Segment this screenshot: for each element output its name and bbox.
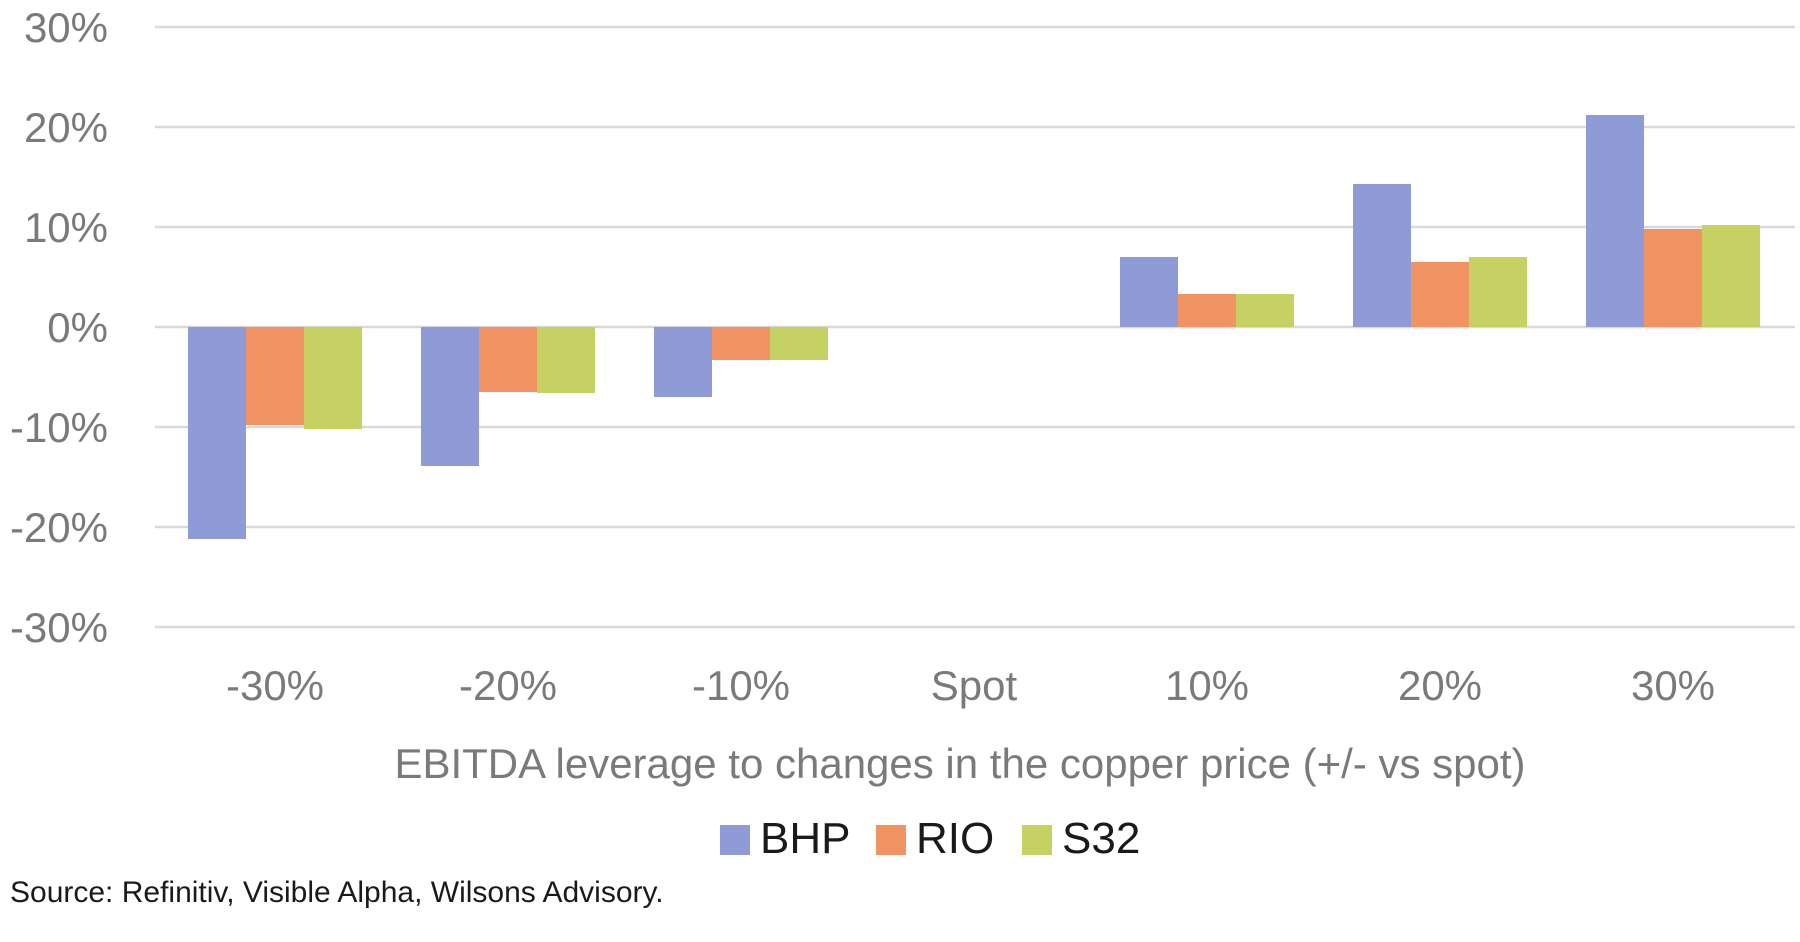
legend-label-rio: RIO (916, 814, 994, 863)
y-tick-label: 20% (24, 104, 108, 151)
legend-swatch-s32 (1022, 825, 1052, 855)
bar-bhp-0 (188, 327, 246, 539)
bar-s32-6 (1702, 225, 1760, 327)
bar-bhp-4 (1120, 257, 1178, 327)
bar-bhp-6 (1586, 115, 1644, 327)
legend-swatch-rio (876, 825, 906, 855)
bar-rio-4 (1178, 294, 1236, 327)
bar-bhp-1 (421, 327, 479, 466)
x-tick-label: -10% (692, 662, 790, 709)
bar-rio-6 (1644, 229, 1702, 327)
x-tick-label: 20% (1398, 662, 1482, 709)
x-tick-label: Spot (931, 662, 1018, 709)
bar-bhp-2 (654, 327, 712, 397)
y-tick-label: 30% (24, 4, 108, 51)
gridlines (155, 25, 1795, 629)
bars (188, 115, 1760, 539)
bar-bhp-5 (1353, 184, 1411, 327)
y-axis-ticks: -30% -20% -10% 0% 10% 20% 30% (10, 4, 108, 651)
y-tick-label: 0% (47, 304, 108, 351)
bar-rio-5 (1411, 262, 1469, 327)
x-axis-ticks: -30% -20% -10% Spot 10% 20% 30% (226, 662, 1715, 709)
x-tick-label: -20% (459, 662, 557, 709)
bar-rio-2 (712, 327, 770, 360)
legend-label-bhp: BHP (760, 814, 850, 863)
bar-s32-1 (537, 327, 595, 393)
y-tick-label: 10% (24, 204, 108, 251)
x-tick-label: -30% (226, 662, 324, 709)
legend-swatch-bhp (720, 825, 750, 855)
bar-s32-0 (304, 327, 362, 429)
source-note: Source: Refinitiv, Visible Alpha, Wilson… (10, 876, 664, 909)
x-tick-label: 30% (1631, 662, 1715, 709)
legend-label-s32: S32 (1062, 814, 1140, 863)
x-axis-title: EBITDA leverage to changes in the copper… (394, 740, 1525, 787)
bar-chart: -30% -20% -10% 0% 10% 20% 30% -30% -20% -10% Spot… (10, 4, 1795, 863)
y-tick-label: -10% (10, 404, 108, 451)
bar-rio-1 (479, 327, 537, 392)
bar-s32-2 (770, 327, 828, 360)
bar-s32-5 (1469, 257, 1527, 327)
y-tick-label: -20% (10, 504, 108, 551)
y-tick-label: -30% (10, 604, 108, 651)
bar-s32-4 (1236, 294, 1294, 327)
legend: BHP RIO S32 (720, 814, 1140, 863)
bar-rio-0 (246, 327, 304, 425)
x-tick-label: 10% (1165, 662, 1249, 709)
